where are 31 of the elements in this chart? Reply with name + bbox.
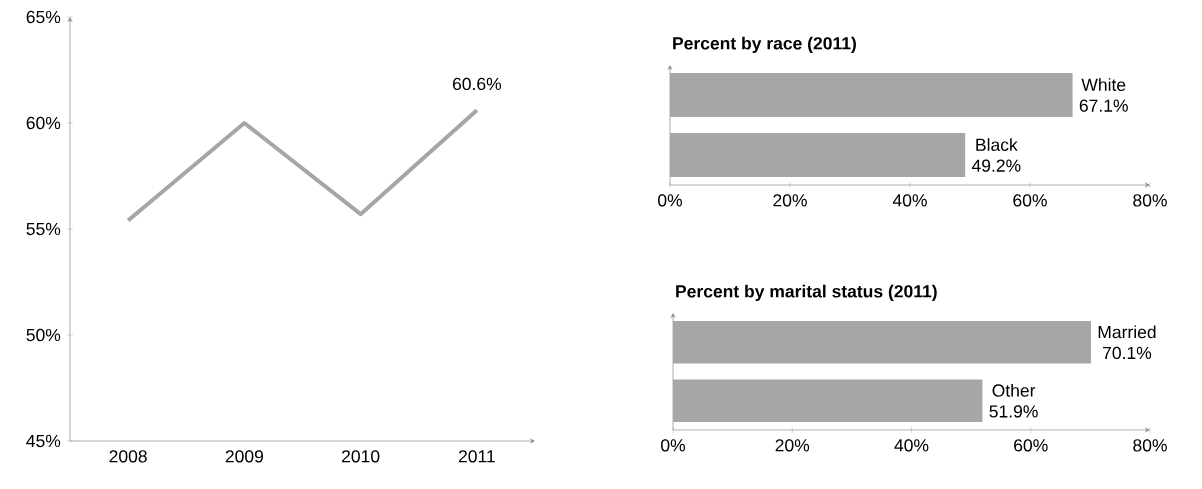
- x-tick-label: 0%: [661, 439, 686, 452]
- data-label: 51.9%: [989, 405, 1038, 418]
- y-tick-label: Black: [976, 138, 1018, 152]
- annotation: 60.6%: [452, 77, 502, 91]
- x-tick-label: 0%: [658, 194, 683, 207]
- y-tick-label: White: [1081, 78, 1126, 92]
- y-tick-label: 50%: [26, 328, 61, 342]
- x-tick-label: 2011: [458, 450, 495, 463]
- x-tick-label: 40%: [894, 439, 929, 452]
- x-tick-label: 80%: [1133, 439, 1167, 452]
- y-tick-label: 45%: [26, 434, 61, 448]
- y-tick-label: Married: [1098, 325, 1156, 339]
- x-tick-label: 60%: [1014, 439, 1048, 452]
- data-label: 70.1%: [1103, 346, 1152, 360]
- x-tick-label: 20%: [775, 439, 810, 452]
- x-tick-label: 60%: [1013, 194, 1047, 207]
- line-series: [126, 108, 479, 223]
- chart-title: Percent by marital status (2011): [676, 284, 937, 301]
- y-tick-label: 55%: [26, 222, 61, 236]
- x-tick-label: 20%: [773, 194, 807, 207]
- x-tick-label: 80%: [1133, 194, 1167, 207]
- chart-title: Percent by race (2011): [673, 36, 856, 53]
- y-tick-label: 60%: [26, 116, 61, 130]
- data-label: 67.1%: [1079, 99, 1128, 112]
- data-label: 49.2%: [971, 159, 1021, 172]
- y-tick-label: Other: [992, 383, 1036, 397]
- x-tick-label: 40%: [892, 194, 927, 207]
- x-tick-label: 2010: [342, 450, 380, 463]
- x-tick-label: 2008: [109, 450, 147, 463]
- x-tick-label: 2009: [225, 450, 263, 463]
- y-tick-label: 65%: [26, 10, 61, 24]
